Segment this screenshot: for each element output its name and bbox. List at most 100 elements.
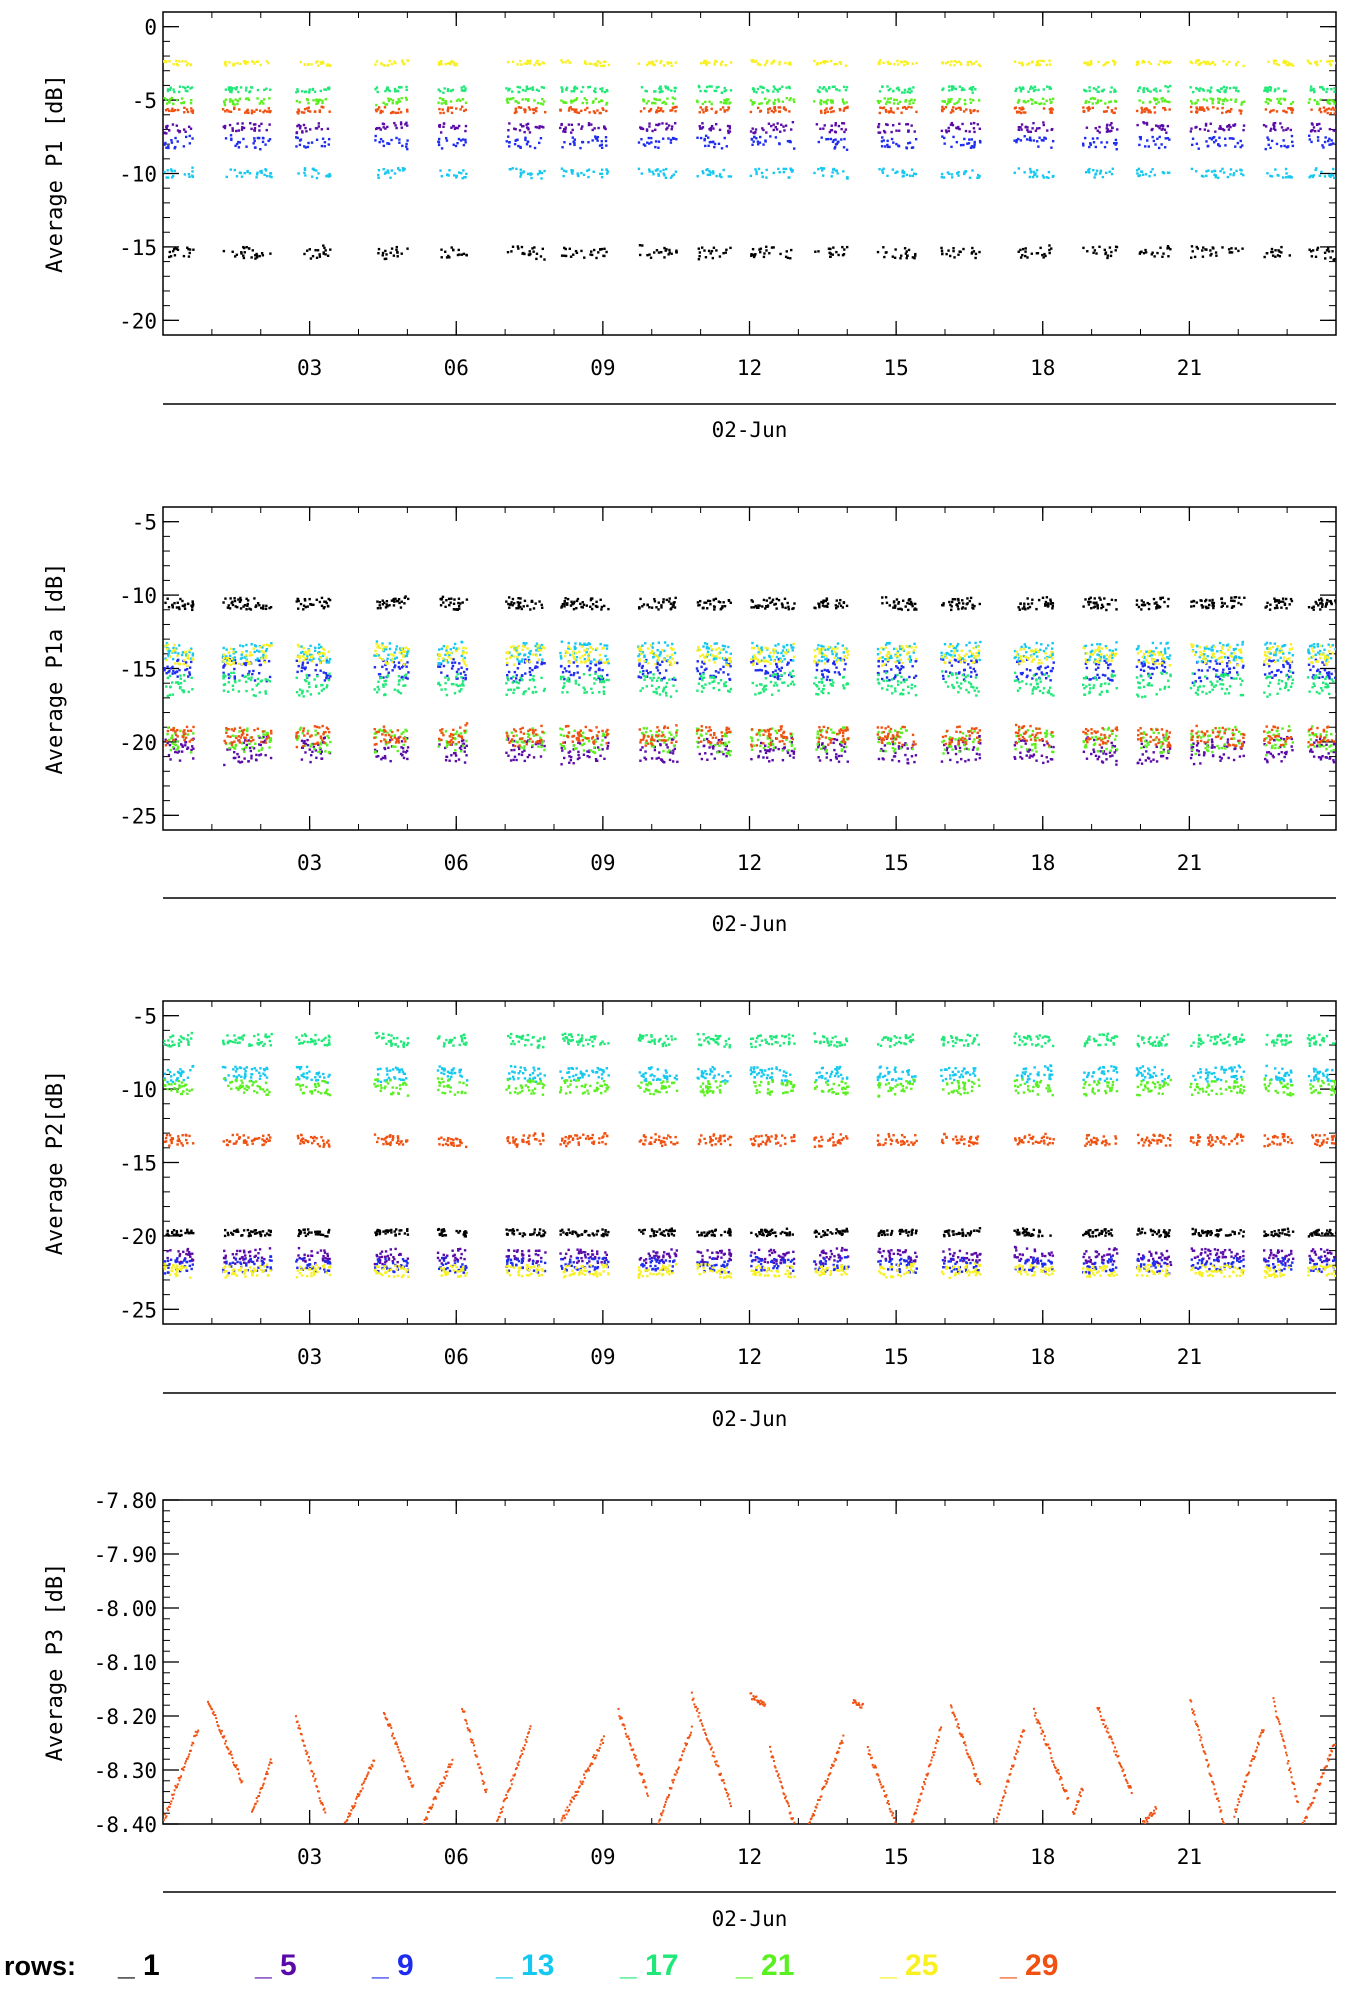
data-point [445,599,448,602]
data-point [1198,89,1201,92]
data-point [384,171,388,174]
data-point [256,88,260,92]
data-point [229,597,232,600]
data-point [247,98,251,102]
data-point [384,249,387,253]
data-point [321,137,325,140]
data-point [511,245,515,248]
data-point [1034,129,1038,132]
data-point [704,144,707,148]
data-point [533,246,536,249]
data-point [819,101,822,105]
data-point [1285,128,1288,132]
data-point [1203,61,1207,64]
data-point [255,108,258,111]
data-point [1110,129,1113,133]
data-point [657,109,661,113]
data-point [402,750,405,753]
data-point [519,601,522,604]
data-point [821,174,825,177]
data-point [224,597,227,600]
data-point [777,167,780,171]
data-point [893,675,897,679]
data-point [1085,757,1089,760]
data-point [389,98,393,101]
data-point [889,97,893,100]
data-point [1156,603,1159,607]
data-point [1152,758,1155,761]
data-point [1087,168,1090,172]
data-point [898,661,901,664]
data-point [953,256,956,259]
data-point [947,129,951,133]
data-point [703,89,707,93]
data-point [1273,738,1276,742]
data-point [1023,602,1026,605]
data-point [1288,175,1291,178]
data-point [561,61,564,64]
data-point [574,249,578,253]
data-point [450,89,453,92]
data-point [1115,608,1118,611]
data-point [1198,128,1202,131]
data-point [1284,89,1287,93]
data-point [451,661,454,664]
data-point [1142,601,1145,604]
data-point [224,64,228,67]
data-point [228,61,231,64]
data-point [654,128,657,132]
data-point [783,746,786,749]
data-point [1016,111,1019,114]
data-point [843,107,846,110]
data-point [1042,59,1045,63]
data-point [305,249,309,252]
data-point [322,737,326,740]
data-point [165,671,168,675]
data-point [541,61,544,64]
data-point [1167,751,1170,754]
data-point [754,604,757,608]
data-point [662,598,665,601]
series-row-9 [163,134,1336,151]
data-point [708,746,711,749]
data-point [900,61,903,64]
data-point [840,754,843,758]
data-point [1145,123,1149,126]
data-point [1202,246,1205,249]
data-point [712,246,716,249]
data-point [326,127,330,131]
data-point [445,139,449,142]
data-point [398,141,401,144]
data-point [908,174,912,177]
data-point [825,89,828,93]
data-point [941,88,944,92]
data-point [667,600,671,603]
data-point [1159,60,1162,63]
data-point [1037,598,1041,602]
data-point [1332,99,1335,103]
data-point [1227,124,1230,128]
data-point [1136,60,1140,64]
data-point [704,752,707,755]
data-point [957,170,960,174]
data-point [1323,140,1327,144]
data-point [168,100,171,103]
data-point [387,99,391,103]
data-point [517,101,520,104]
data-point [820,743,824,746]
data-point [306,738,309,742]
data-point [774,98,777,102]
data-point [1146,89,1150,92]
data-point [1264,89,1268,92]
data-point [880,677,884,681]
data-point [517,753,521,756]
data-point [564,61,567,64]
data-point [449,100,453,103]
data-point [534,61,538,65]
data-point [653,63,657,67]
data-point [454,754,458,757]
data-point [462,252,466,256]
data-point [1266,760,1269,764]
data-point [882,758,885,761]
data-point [1160,754,1163,758]
